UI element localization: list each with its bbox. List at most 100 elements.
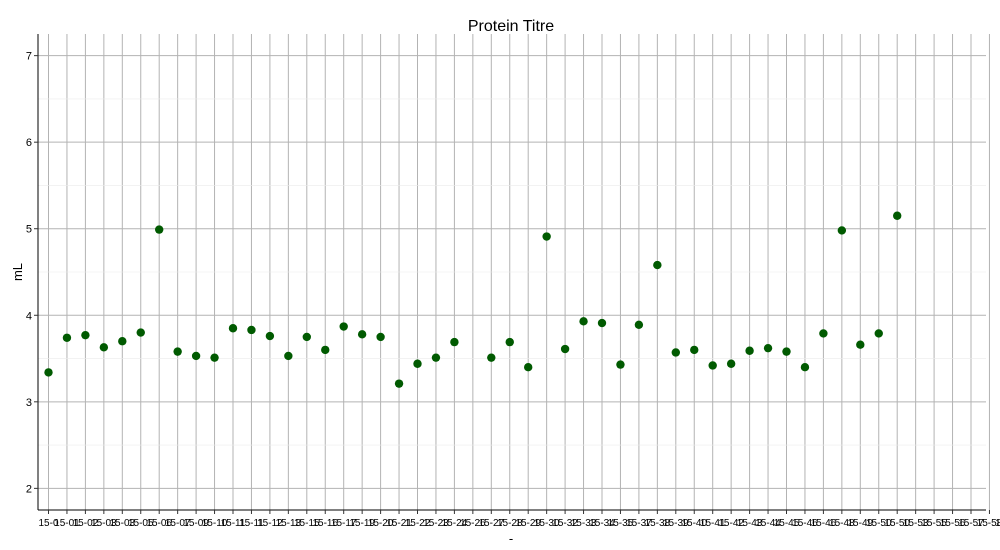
y-tick-label: 6: [26, 137, 32, 149]
x-tick-label: 15-32: [552, 518, 578, 529]
x-tick-label: 15-35: [608, 518, 634, 529]
x-tick-label: 15-07: [165, 518, 191, 529]
x-tick-label: 15-46: [792, 518, 818, 529]
y-tick-label: 2: [26, 483, 32, 495]
data-point: [837, 226, 847, 235]
data-point: [579, 317, 588, 326]
x-tick-label: 15-38: [645, 518, 671, 529]
data-point: [542, 232, 551, 241]
x-tick-label: 15-53: [903, 518, 929, 529]
x-tick-label: 15-02: [73, 518, 99, 529]
x-tick-label: 15-49: [848, 518, 874, 529]
x-tick-label: 15-55: [921, 518, 947, 529]
data-point: [339, 322, 348, 331]
y-tick-label: 3: [26, 397, 32, 409]
data-point: [708, 361, 717, 370]
x-tick-label: 15-22: [405, 518, 431, 529]
data-point: [450, 337, 459, 347]
data-point: [247, 325, 256, 335]
data-point: [62, 333, 72, 342]
x-tick-label: 15-17: [331, 518, 357, 529]
x-tick-label: 15-43: [737, 518, 763, 529]
x-tick-label: 15-30: [534, 518, 560, 529]
x-tick-label: 15-48: [829, 518, 855, 529]
data-point: [228, 324, 238, 333]
x-tick-label: 15-16: [312, 518, 338, 529]
x-tick-label: 15-59: [995, 518, 1000, 529]
x-tick-label: 15-50: [884, 518, 910, 529]
x-axis-ticks: 15-015-0115-0215-0315-0315-0515-0615-071…: [38, 510, 1000, 529]
data-point: [616, 360, 625, 369]
x-tick-label: 15-24: [442, 518, 468, 529]
x-tick-label: 15-40: [681, 518, 707, 529]
data-point: [653, 260, 662, 270]
x-tick-label: 15-11: [221, 518, 246, 529]
data-point: [413, 359, 422, 368]
y-axis-label: mL: [10, 263, 25, 281]
data-point: [634, 320, 644, 329]
x-tick-label: 15-13: [276, 518, 302, 529]
x-tick-label: 15-56: [940, 518, 966, 529]
data-point: [893, 211, 902, 220]
x-tick-label: 15-41: [700, 518, 726, 529]
chart-title: Protein Titre: [468, 18, 554, 35]
x-tick-label: 15-09: [183, 518, 209, 529]
data-point: [81, 330, 90, 340]
data-point: [136, 328, 145, 337]
y-tick-label: 7: [26, 51, 32, 63]
data-point: [173, 347, 182, 356]
data-point: [819, 329, 828, 338]
x-tick-label: 15-50: [866, 518, 892, 529]
data-point: [560, 344, 570, 354]
x-tick-label: 15-03: [110, 518, 136, 529]
x-tick-label: 15-33: [571, 518, 597, 529]
grid-lines: [38, 34, 990, 510]
y-axis-ticks: 2 3 4 5 6 7: [26, 51, 38, 495]
data-point: [210, 353, 219, 362]
x-tick-label: 15-0: [38, 518, 58, 529]
data-point: [524, 363, 533, 372]
data-point: [874, 329, 883, 338]
x-tick-label: 15-20: [368, 518, 394, 529]
x-tick-label: 15-03: [91, 518, 117, 529]
x-tick-label: 15-58: [977, 518, 1000, 529]
x-tick-label: 15-23: [423, 518, 449, 529]
data-point: [745, 346, 754, 355]
x-tick-label: 15-11: [239, 518, 264, 529]
data-point: [856, 340, 865, 349]
data-point: [191, 351, 201, 361]
data-point: [357, 330, 367, 339]
data-point: [44, 368, 53, 377]
data-point: [321, 345, 330, 355]
data-point: [782, 347, 791, 356]
data-point: [284, 351, 293, 361]
x-tick-label: 15-15: [294, 518, 320, 529]
data-point: [99, 343, 109, 352]
data-point: [155, 225, 164, 234]
data-point: [671, 348, 680, 357]
x-tick-label: 15-39: [663, 518, 689, 529]
y-tick-label: 4: [26, 310, 32, 322]
x-tick-label: 15-34: [589, 518, 615, 529]
x-tick-label: 15-44: [755, 518, 781, 529]
data-point: [763, 343, 773, 353]
data-points: [44, 211, 902, 388]
data-point: [505, 337, 514, 347]
data-point: [376, 332, 385, 342]
x-tick-label: 15-42: [718, 518, 744, 529]
data-point: [690, 345, 699, 355]
data-point: [800, 363, 810, 372]
data-point: [597, 318, 607, 328]
data-point: [118, 337, 127, 346]
x-tick-label: 15-10: [202, 518, 228, 529]
x-tick-label: 15-45: [774, 518, 800, 529]
data-point: [394, 379, 404, 388]
y-tick-label: 5: [26, 224, 32, 236]
data-point: [302, 332, 311, 342]
x-tick-label: 15-05: [128, 518, 154, 529]
x-tick-label: 15-01: [54, 518, 80, 529]
x-tick-label: 15-29: [515, 518, 541, 529]
data-point: [487, 353, 496, 362]
x-tick-label: 15-06: [146, 518, 172, 529]
